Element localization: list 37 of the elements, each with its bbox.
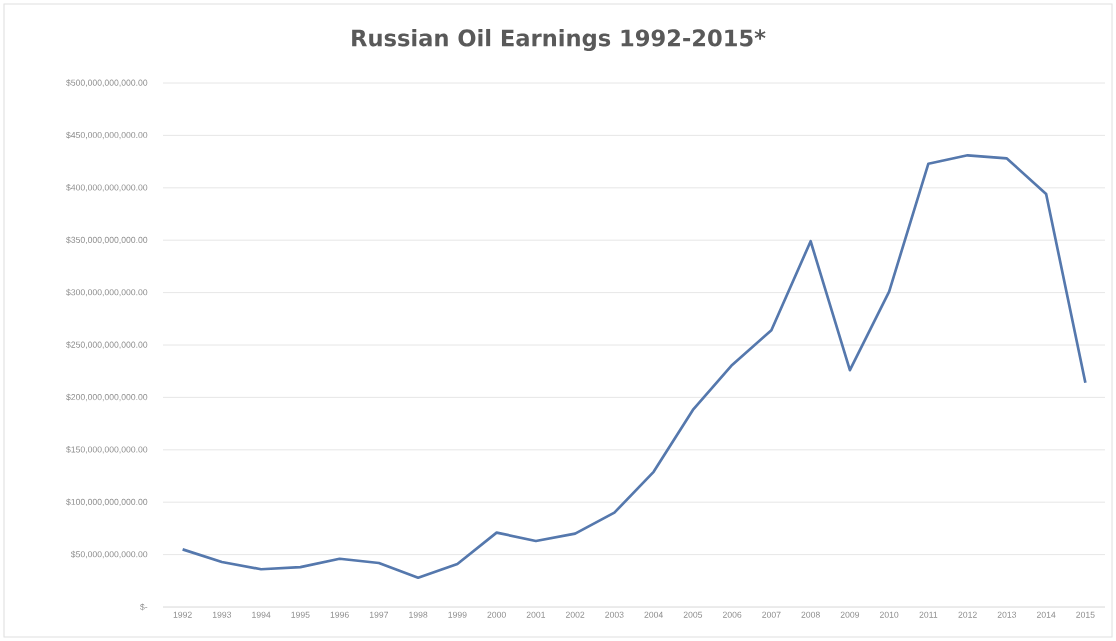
x-tick-label: 2006 (722, 611, 742, 618)
x-tick-label: 2008 (801, 611, 820, 618)
x-tick-label: 2013 (997, 611, 1017, 618)
x-tick-label: 1994 (252, 611, 271, 618)
x-tick-label: 2009 (840, 611, 860, 618)
x-tick-label: 1999 (448, 611, 467, 618)
x-tick-label: 2011 (919, 611, 938, 618)
x-tick-label: 1993 (212, 611, 232, 618)
x-tick-label: 2003 (605, 611, 624, 618)
x-tick-label: 2014 (1036, 611, 1056, 618)
x-tick-label: 2005 (683, 611, 703, 618)
y-tick-label: $400,000,000,000.00 (66, 184, 148, 192)
y-tick-label: $500,000,000,000.00 (66, 79, 148, 87)
y-tick-label: $- (140, 603, 148, 611)
line-series (181, 153, 1087, 579)
y-tick-label: $150,000,000,000.00 (66, 446, 148, 454)
x-tick-label: 2012 (958, 611, 977, 618)
y-tick-label: $300,000,000,000.00 (66, 288, 148, 297)
y-tick-label: $350,000,000,000.00 (66, 236, 148, 244)
x-tick-label: 1997 (369, 611, 389, 618)
x-tick-label: 2002 (565, 611, 585, 618)
x-tick-label: 2004 (644, 611, 663, 618)
x-tick-label: 2001 (526, 611, 546, 618)
x-tick-label: 2010 (879, 611, 899, 618)
y-tick-label: $100,000,000,000.00 (66, 498, 148, 506)
x-tick-label: 1995 (291, 611, 310, 618)
y-tick-label: $450,000,000,000.00 (66, 131, 148, 140)
x-tick-label: 2000 (487, 611, 506, 618)
y-tick-label: $50,000,000,000.00 (70, 550, 148, 559)
x-tick-label: 1992 (173, 611, 192, 618)
x-tick-label: 2007 (762, 611, 781, 618)
x-tick-label: 1998 (409, 611, 428, 618)
x-tick-label: 2015 (1076, 611, 1095, 618)
x-tick-label: 1996 (330, 611, 349, 618)
chart-title: Russian Oil Earnings 1992-2015* (352, 28, 766, 52)
y-tick-label: $200,000,000,000.00 (66, 393, 148, 402)
y-tick-label: $250,000,000,000.00 (66, 341, 148, 349)
